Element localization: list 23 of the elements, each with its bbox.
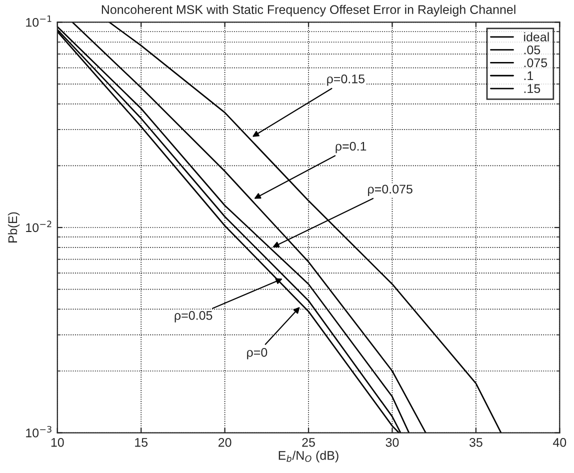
x-tick-label: 20 — [218, 438, 232, 447]
annotation: ρ=0 — [247, 348, 268, 360]
x-axis-title: E$_{b}$/N$_{O}$ (dB) — [278, 450, 338, 462]
annotation: ρ=0.05 — [174, 311, 212, 322]
y-tick-label: 10$^{−1}$ — [26, 16, 52, 27]
x-tick-label: 35 — [469, 438, 482, 447]
y-tick-label: 10$^{−2}$ — [26, 220, 52, 232]
x-tick-label: 25 — [302, 438, 315, 447]
legend-label: .1 — [524, 71, 534, 80]
annotation: ρ=0.075 — [368, 184, 412, 196]
x-tick-label: 30 — [386, 438, 399, 447]
legend-label: .075 — [524, 58, 548, 68]
x-tick-label: 40 — [552, 438, 566, 447]
annotation: ρ=0.15 — [327, 74, 365, 86]
y-tick-label: 10$^{−3}$ — [26, 426, 52, 438]
chart-title: Noncoherent MSK with Static Frequency Offeset Error in Rayleigh Channel — [102, 4, 516, 16]
legend-label: .05 — [524, 45, 540, 54]
legend-label: ideal — [524, 32, 549, 42]
y-axis-title: Pb(E) — [8, 212, 20, 242]
annotation: ρ=0.1 — [336, 142, 366, 154]
x-tick-label: 10 — [51, 438, 64, 447]
x-tick-label: 15 — [135, 438, 148, 447]
legend-label: .15 — [524, 84, 540, 94]
